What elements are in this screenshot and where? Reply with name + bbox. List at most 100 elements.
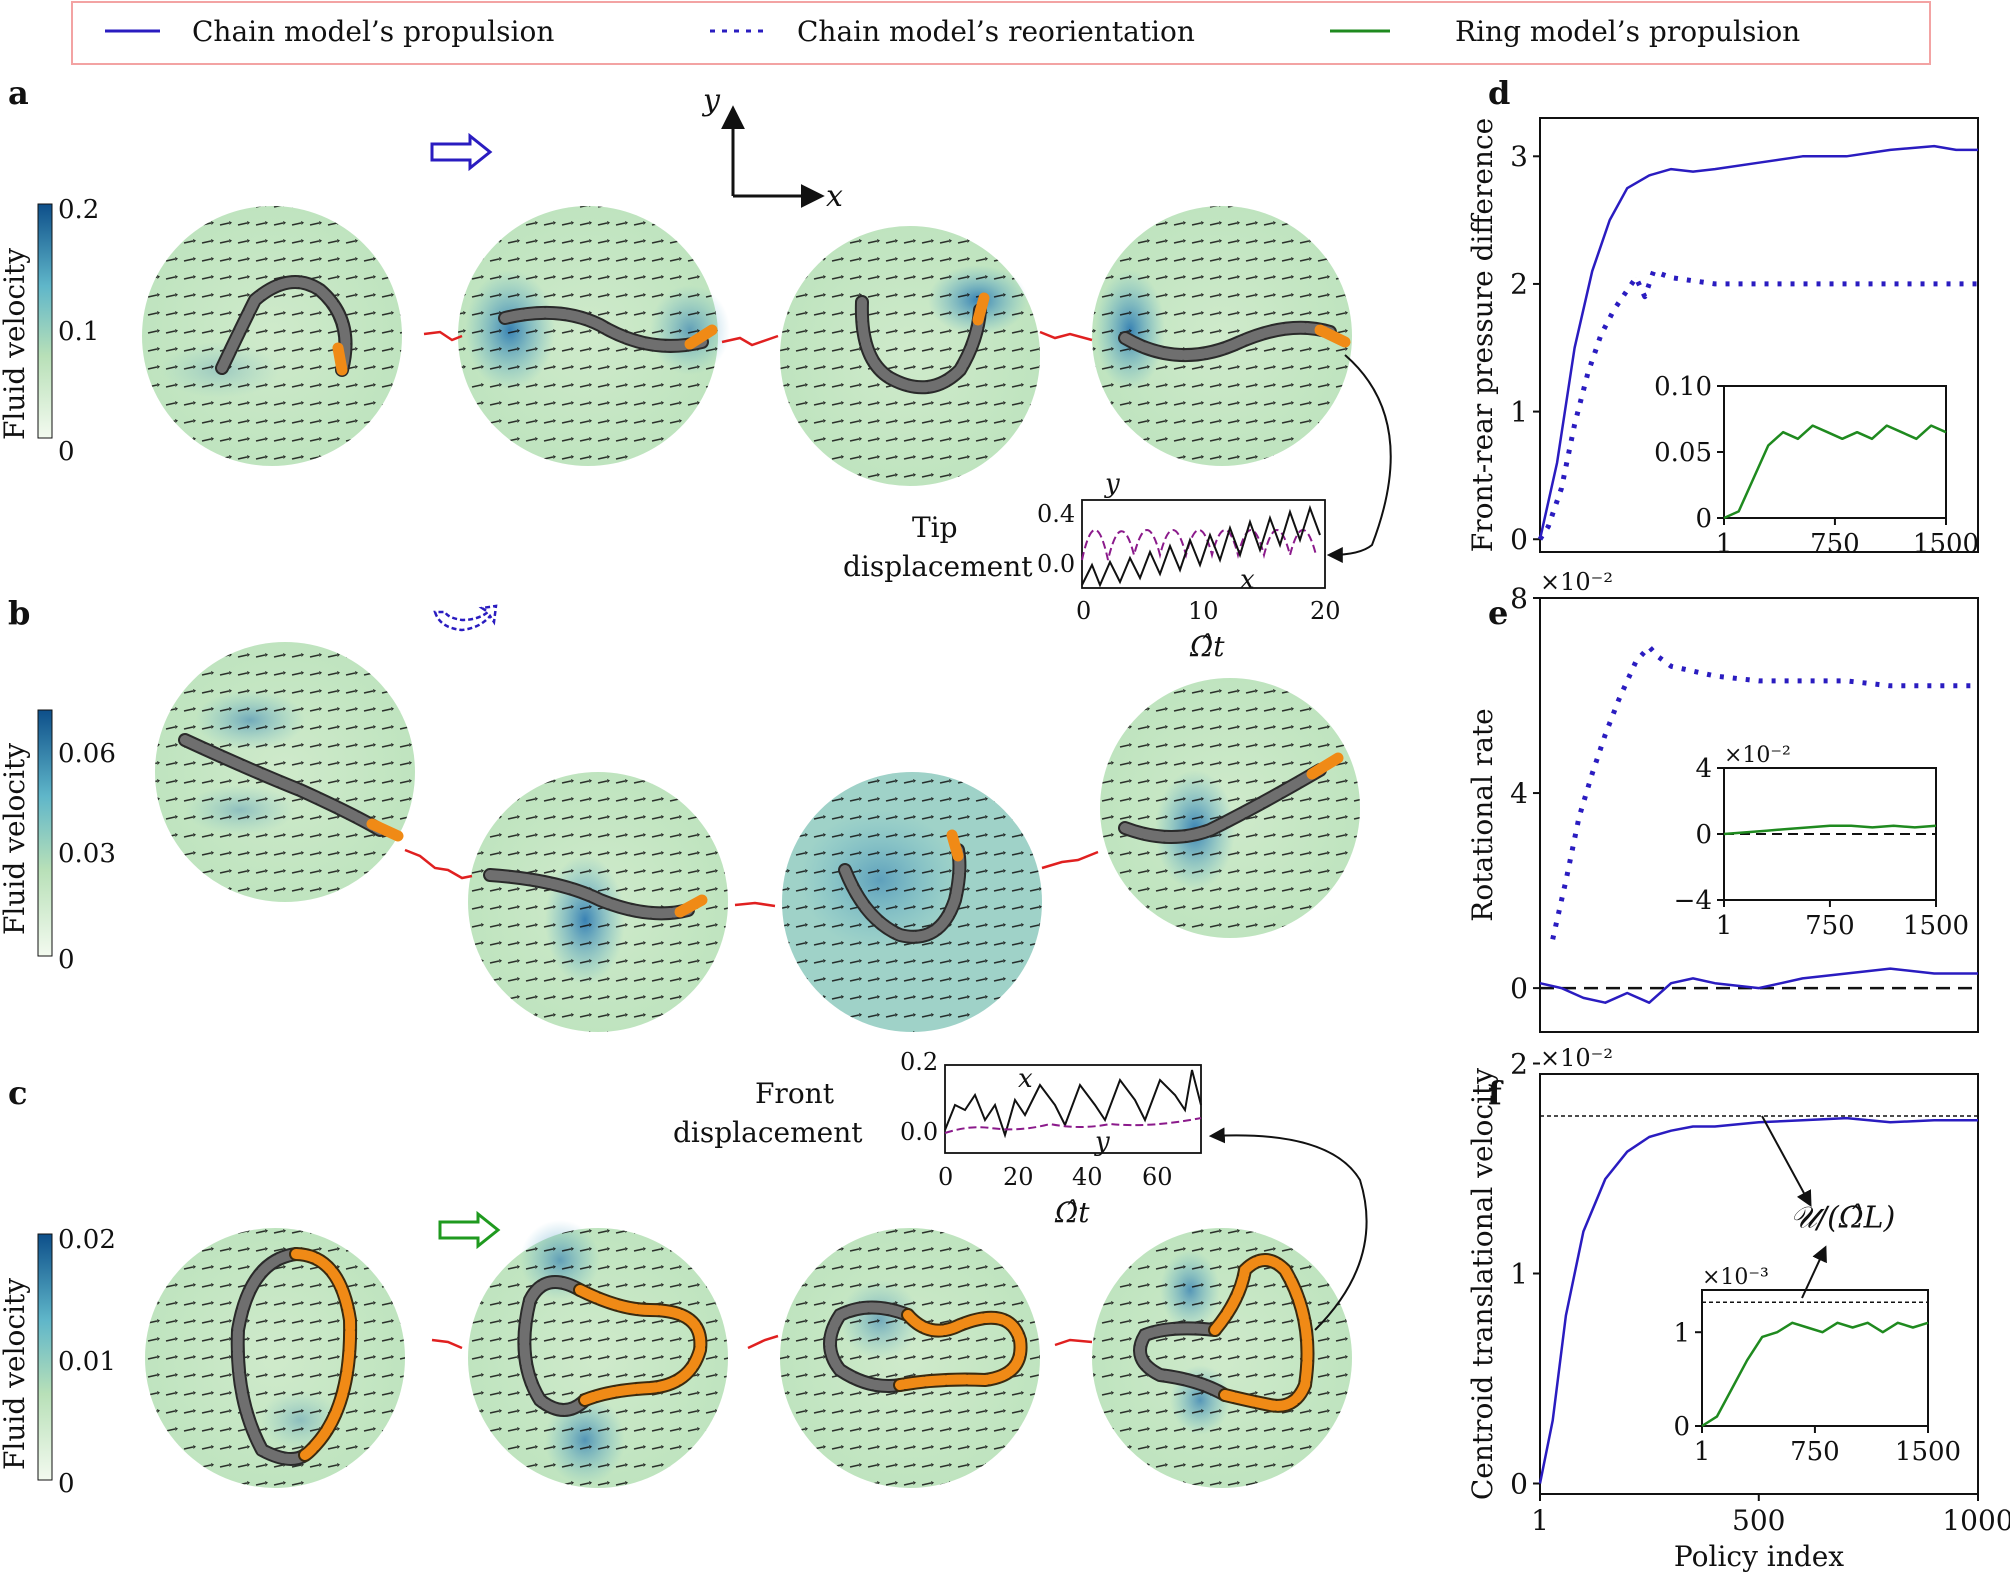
tip-inset-ytick-1: 0.0 xyxy=(1037,550,1075,578)
chart-f-reference-arrow-main xyxy=(1761,1115,1812,1208)
tip-inset-curve-y xyxy=(1081,529,1317,561)
chart-e-inset-ytick-label-0: 4 xyxy=(1695,754,1712,784)
legend-frame xyxy=(71,1,1931,65)
chart-f-inset-series-0 xyxy=(1701,1321,1929,1428)
tip-inset-xtick-2: 20 xyxy=(1310,597,1341,625)
front-inset-xtick-2: 40 xyxy=(1072,1163,1103,1191)
chart-f-inset-ytick-label-0: 1 xyxy=(1673,1318,1690,1348)
chart-f-inset-exponent: ×10⁻³ xyxy=(1702,1265,1769,1290)
axes-indicator-x: x xyxy=(826,179,843,214)
chart-f-inset: 101 750 1500×10⁻³ xyxy=(1673,1265,1961,1467)
front-inset-curve-x xyxy=(944,1069,1202,1139)
chart-d-inset-xtick-label-1: 750 xyxy=(1810,529,1860,559)
front-inset-xtick-0: 0 xyxy=(938,1163,953,1191)
chart-d-ytick-label-3: 3 xyxy=(1510,140,1528,173)
colorbar-c-tick-top: 0.02 xyxy=(58,1225,116,1255)
colorbar-a-tick-top: 0.2 xyxy=(58,195,99,225)
chart-f-inset-frame xyxy=(1701,1289,1929,1427)
chart-d-inset-ytick-label-1: 0.05 xyxy=(1654,438,1712,468)
chart-e-ytick-label-0: 0 xyxy=(1510,972,1528,1005)
front-inset: Front displacement x y 0.2 0.0 0 20 40 6… xyxy=(673,1048,1202,1229)
tip-inset-xtick-1: 10 xyxy=(1188,597,1219,625)
colorbar-a-tick-mid: 0.1 xyxy=(58,317,99,347)
chart-f-reference-label: 𝒰/(Ω̂L) xyxy=(1790,1200,1895,1235)
chart-d-ytick-label-1: 1 xyxy=(1510,395,1528,428)
chart-d-inset: 0.10 0.05 01 750 1500 xyxy=(1654,372,1979,559)
legend-label-chain-propulsion: Chain model’s propulsion xyxy=(192,15,554,48)
tip-inset: Tip displacement y x 0.4 0.0 0 10 20 Ω̂t xyxy=(843,469,1341,663)
flow-snapshot-c1 xyxy=(145,1228,405,1488)
colorbar-b-label: Fluid velocity xyxy=(0,743,31,935)
colorbar-b-tick-mid: 0.03 xyxy=(58,839,116,869)
tip-inset-y-label: y xyxy=(1104,469,1120,499)
front-inset-label-2: displacement xyxy=(673,1116,863,1149)
chart-f-reference-arrow-inset xyxy=(1801,1245,1827,1299)
trajectory-a xyxy=(423,330,1093,347)
chart-e-inset-xtick-label-0: 1 xyxy=(1716,911,1733,941)
front-inset-label-1: Front xyxy=(755,1077,835,1110)
chart-d-inset-ytick-label-2: 0 xyxy=(1695,504,1712,534)
tip-inset-label-1: Tip xyxy=(912,511,958,544)
flow-snapshot-a2 xyxy=(458,206,730,466)
front-inset-xtick-1: 20 xyxy=(1003,1163,1034,1191)
panel-a: a 0.2 0.1 0 Fluid velocity y x xyxy=(0,74,1392,663)
flow-snapshot-b4 xyxy=(1100,678,1360,938)
chart-e-inset-xtick-label-1: 750 xyxy=(1805,911,1855,941)
colorbar-b-tick-top: 0.06 xyxy=(58,739,116,769)
colorbar-b xyxy=(37,709,53,957)
flow-snapshot-b1 xyxy=(155,642,415,902)
front-inset-xtick-3: 60 xyxy=(1142,1163,1173,1191)
direction-arrow-a xyxy=(430,132,493,172)
front-inset-x-label: x xyxy=(1018,1064,1033,1094)
chart-f-inset-ytick-label-1: 0 xyxy=(1673,1412,1690,1442)
direction-arrow-c xyxy=(438,1210,501,1250)
colorbar-c-tick-mid: 0.01 xyxy=(58,1347,116,1377)
panel-letter-d: d xyxy=(1488,74,1510,112)
chart-f-xtick-label-1: 500 xyxy=(1732,1504,1785,1537)
colorbar-b-tick-bottom: 0 xyxy=(58,945,75,975)
axes-indicator: y x xyxy=(701,83,843,214)
flow-snapshot-c2 xyxy=(468,1220,728,1488)
flow-snapshot-a3 xyxy=(780,226,1040,486)
colorbar-c-label: Fluid velocity xyxy=(0,1278,31,1470)
panel-letter-b: b xyxy=(8,594,30,632)
tip-inset-xtick-0: 0 xyxy=(1076,597,1091,625)
chart-d-inset-xtick-label-0: 1 xyxy=(1716,529,1733,559)
chart-e-inset-ytick-label-1: 0 xyxy=(1695,820,1712,850)
panel-letter-f: f xyxy=(1488,1074,1504,1112)
chart-f-ylabel: Centroid translational velocity xyxy=(1466,1068,1499,1500)
front-inset-y-label: y xyxy=(1094,1127,1110,1157)
chart-d-ytick-label-0: 0 xyxy=(1510,523,1528,556)
panel-letter-a: a xyxy=(8,74,29,112)
colorbar-a xyxy=(37,203,53,439)
flow-snapshot-b2 xyxy=(468,772,728,1032)
chart-f-ytick-label-2: 2 xyxy=(1510,1047,1528,1080)
chart-f-inset-xtick-label-1: 750 xyxy=(1790,1437,1840,1467)
chart-f-inset-xtick-label-2: 1500 xyxy=(1895,1437,1961,1467)
tip-inset-label-2: displacement xyxy=(843,550,1033,583)
colorbar-a-label: Fluid velocity xyxy=(0,248,31,440)
chart-d-ytick-label-2: 2 xyxy=(1510,268,1528,301)
axes-indicator-y: y xyxy=(701,83,721,118)
tip-inset-x-label: x xyxy=(1240,565,1255,595)
panel-letter-e: e xyxy=(1488,594,1508,632)
front-inset-ytick-1: 0.0 xyxy=(900,1118,938,1146)
flow-snapshot-b3 xyxy=(782,772,1042,1032)
chart-e-inset-ytick-label-2: −4 xyxy=(1674,886,1712,916)
chart-d-ylabel: Front-rear pressure difference xyxy=(1466,118,1499,552)
chart-f-exponent: ×10⁻² xyxy=(1540,1044,1613,1072)
trajectory-c xyxy=(431,1334,1093,1350)
chart-f-inset-xtick-label-0: 1 xyxy=(1694,1437,1711,1467)
chart-d-inset-xtick-label-2: 1500 xyxy=(1913,529,1979,559)
front-inset-xlabel: Ω̂t xyxy=(1054,1196,1090,1229)
chart-e: e 0 4 8 ×10⁻² Rotational rate 4 0 −41 750 1500 ×10⁻… xyxy=(1466,568,1979,1033)
tip-inset-ytick-0: 0.4 xyxy=(1037,500,1075,528)
panel-b: b 0.06 0.03 0 Fluid velocity xyxy=(0,594,1360,1032)
colorbar-c-tick-bottom: 0 xyxy=(58,1469,75,1499)
chart-f-series-0 xyxy=(1538,1116,1978,1484)
flow-snapshot-c3 xyxy=(780,1228,1040,1488)
chart-f-xtick-label-2: 1000 xyxy=(1942,1504,2010,1537)
flow-snapshot-a1 xyxy=(142,206,402,466)
